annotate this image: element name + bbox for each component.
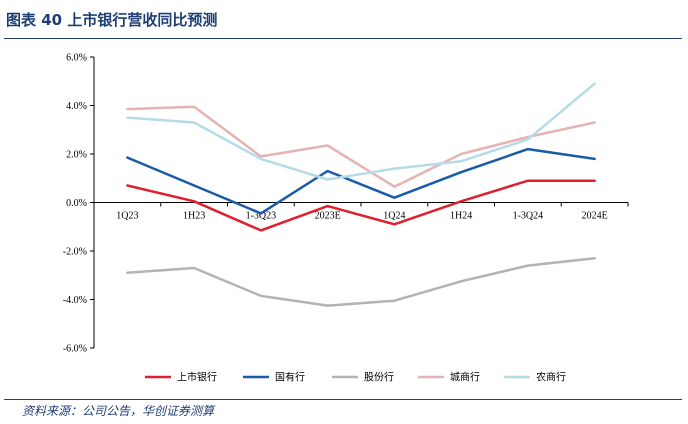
y-tick-label: 6.0%: [66, 53, 87, 64]
title-divider: [4, 38, 682, 39]
figure-title: 图表 40 上市银行营收同比预测: [6, 11, 218, 29]
series-line-4: [126, 105, 596, 188]
x-tick-label: 1Q23: [116, 211, 138, 222]
series-line-5: [126, 82, 596, 181]
y-tick-label: 4.0%: [66, 101, 87, 112]
footer-divider: [4, 399, 682, 400]
series-line-2: [126, 147, 596, 215]
legend-label-4: 城商行: [450, 371, 480, 384]
chart-axes: 6.0% 4.0% 2.0% 0.0% -2.0% -4.0% -6.0% 1Q23 1H23 1…: [63, 53, 629, 355]
x-tick-label: 2023E: [315, 211, 341, 222]
x-tick-label: 2024E: [582, 211, 608, 222]
y-tick-label: -2.0%: [63, 247, 87, 258]
x-tick-label: 1Q24: [383, 211, 405, 222]
y-tick-label: -4.0%: [63, 295, 87, 306]
series-line-3: [126, 257, 596, 307]
legend-label-5: 农商行: [536, 371, 566, 384]
chart-legend: 上市银行 国有行 股份行 城商行 农商行: [145, 371, 566, 384]
legend-label-2: 国有行: [275, 371, 305, 384]
series-line-1: [126, 179, 596, 232]
x-tick-label: 1-3Q24: [513, 211, 544, 222]
y-tick-label: -6.0%: [63, 344, 87, 355]
y-tick-label: 2.0%: [66, 150, 87, 161]
x-tick-label: 1H23: [183, 211, 205, 222]
legend-label-1: 上市银行: [177, 371, 217, 384]
series-lines: [126, 82, 596, 307]
source-note: 资料来源：公司公告，华创证券测算: [22, 404, 215, 418]
x-tick-label: 1-3Q23: [246, 211, 277, 222]
x-tick-label: 1H24: [450, 211, 472, 222]
legend-label-3: 股份行: [364, 371, 394, 384]
y-tick-label: 0.0%: [66, 198, 87, 209]
